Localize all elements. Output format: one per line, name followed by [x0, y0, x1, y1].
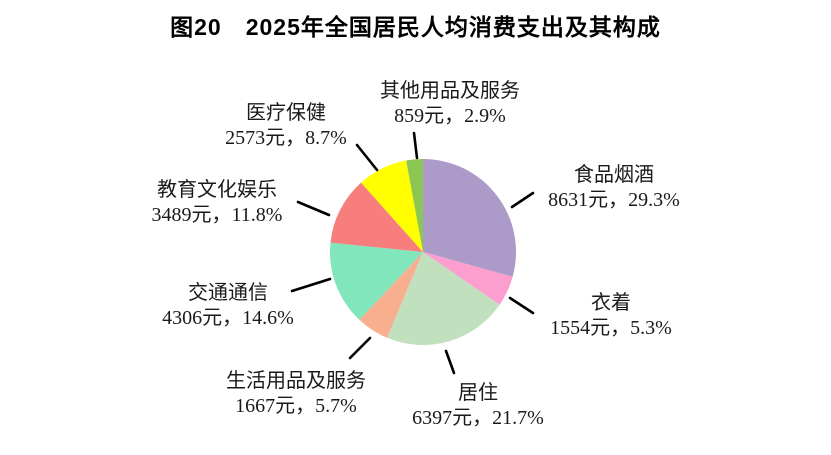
pie-slice-2: [387, 252, 500, 346]
slice-label-education-culture-recreation: 教育文化娱乐 3489元，11.8%: [152, 178, 283, 228]
leader-line-2: [444, 349, 456, 375]
pie-slice-1: [423, 252, 513, 305]
slice-label-name: 其他用品及服务: [380, 80, 520, 102]
pie-slice-4: [330, 242, 423, 320]
slice-label-name: 衣着: [590, 292, 631, 314]
slice-label-name: 医疗保健: [245, 102, 326, 124]
slice-label-other-goods-services: 其他用品及服务 859元，2.9%: [380, 79, 520, 129]
leader-line-3: [348, 336, 372, 360]
slice-label-healthcare: 医疗保健 2573元，8.7%: [225, 101, 347, 151]
slice-label-value: 1667元，5.7%: [235, 395, 357, 417]
slice-label-name: 教育文化娱乐: [156, 179, 277, 201]
slice-label-transport-communication: 交通通信 4306元，14.6%: [162, 281, 294, 331]
pie-slices: [330, 158, 517, 346]
slice-label-value: 8631元，29.3%: [548, 189, 680, 211]
leader-lines: [290, 131, 535, 375]
leader-line-7: [412, 131, 419, 160]
leader-line-6: [355, 143, 379, 172]
slice-label-value: 859元，2.9%: [394, 105, 506, 127]
slice-label-value: 6397元，21.7%: [412, 407, 544, 429]
slice-label-value: 1554元，5.3%: [550, 317, 672, 339]
chart-title: 图20 2025年全国居民人均消费支出及其构成: [170, 14, 661, 40]
pie-slice-5: [330, 182, 423, 252]
slice-label-housing: 居住 6397元，21.7%: [412, 381, 544, 431]
pie-slice-0: [423, 158, 517, 277]
leader-line-4: [290, 277, 332, 293]
leader-line-0: [510, 191, 535, 209]
slice-label-clothing: 衣着 1554元，5.3%: [550, 291, 672, 341]
slice-label-household-goods-services: 生活用品及服务 1667元，5.7%: [226, 369, 366, 419]
slice-label-value: 3489元，11.8%: [151, 204, 283, 226]
slice-label-name: 食品烟酒: [573, 164, 654, 186]
slice-label-name: 交通通信: [187, 282, 268, 304]
pie-slice-7: [406, 159, 423, 252]
pie-slice-6: [361, 160, 423, 252]
slice-label-food-tobacco-alcohol: 食品烟酒 8631元，29.3%: [548, 163, 680, 213]
slice-label-name: 生活用品及服务: [226, 370, 366, 392]
slice-label-value: 2573元，8.7%: [225, 127, 347, 149]
leader-line-1: [508, 296, 535, 315]
leader-line-5: [296, 200, 331, 217]
slice-label-value: 4306元，14.6%: [162, 307, 294, 329]
slice-label-name: 居住: [457, 382, 498, 404]
pie-slice-3: [359, 252, 423, 338]
